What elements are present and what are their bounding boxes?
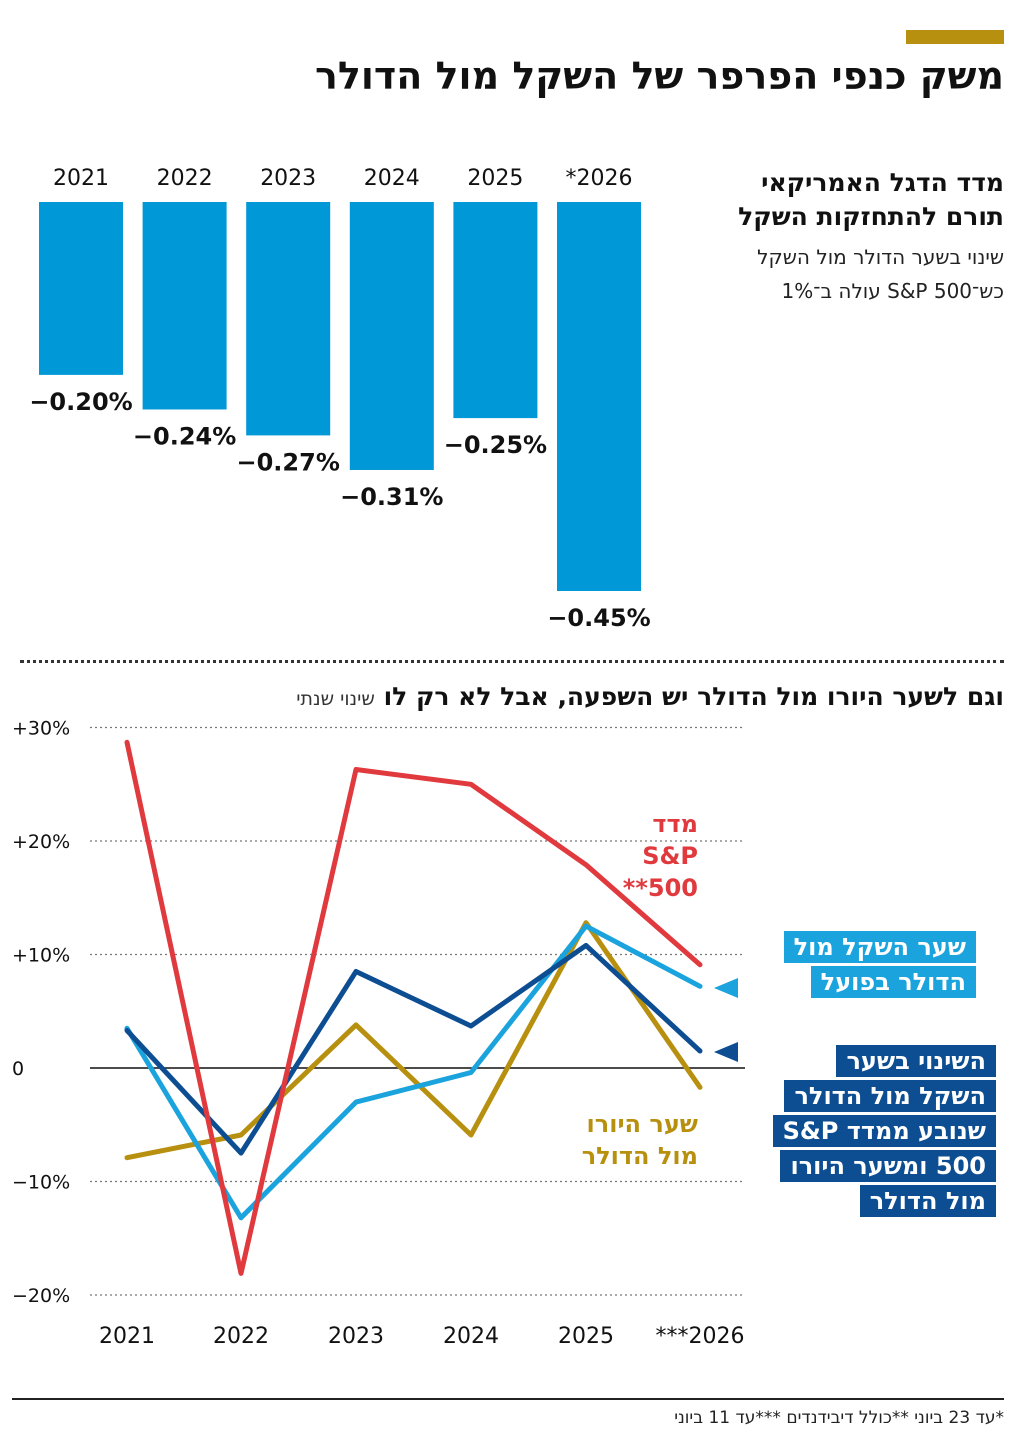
line-chart-title: וגם לשער היורו מול הדולר יש השפעה, אבל ל…: [296, 682, 1004, 711]
bar: [142, 202, 227, 410]
y-tick-label: −20%: [12, 1285, 70, 1307]
bar-chart-desc-line: כש־S&P 500 עולה ב־1%: [781, 279, 1005, 303]
bar-category-label: *2026: [566, 166, 633, 191]
bar-chart-title: מדד הדגל האמריקאי תורם להתחזקות השקל: [674, 166, 1004, 234]
sp500-label-line: מדד: [652, 810, 698, 838]
sp500-label-line: 500**: [622, 874, 698, 902]
euro-line: [124, 920, 703, 1161]
bar-value-label: −0.27%: [237, 448, 340, 476]
x-tick-label: 2022: [213, 1324, 269, 1349]
x-tick-label: 2025: [558, 1324, 614, 1349]
shekel-actual-label-box: שער השקל מול הדולר בפועל: [738, 930, 976, 1000]
bar-chart-title-line: תורם להתחזקות השקל: [738, 202, 1004, 231]
section-divider: [20, 660, 1004, 663]
shekel-actual-label-line: שער השקל מול: [738, 930, 976, 965]
bar-value-label: −0.20%: [29, 388, 132, 416]
shekel-implied-label-line: 500 ומשער היורו: [738, 1149, 996, 1184]
bar: [246, 202, 331, 436]
euro-label-line: שער היורו: [586, 1110, 698, 1138]
shekel-implied-label-line: השקל מול הדולר: [738, 1079, 996, 1114]
bar-value-label: −0.45%: [547, 604, 650, 632]
bar-category-label: 2021: [53, 166, 109, 191]
x-tick-label: 2021: [99, 1324, 155, 1349]
footer-divider: [12, 1398, 1004, 1400]
euro-label-line: מול הדולר: [581, 1142, 698, 1170]
bar: [39, 202, 123, 375]
shekel-actual-pointer: [714, 978, 738, 998]
x-tick-label: 2023: [328, 1324, 384, 1349]
bar-category-label: 2024: [364, 166, 420, 191]
bar: [557, 202, 641, 591]
accent-bar: [906, 30, 1004, 44]
shekel_implied-line: [124, 942, 703, 1156]
shekel-implied-label-box: השינוי בשער השקל מול הדולר שנובע ממדד S&…: [738, 1044, 996, 1219]
shekel-implied-label-line: מול הדולר: [738, 1184, 996, 1219]
bar-category-label: 2022: [157, 166, 213, 191]
page-title: משק כנפי הפרפר של השקל מול הדולר: [314, 54, 1004, 98]
bar-chart-title-line: מדד הדגל האמריקאי: [761, 168, 1004, 197]
sp500-series-label: מדד S&P 500**: [623, 808, 698, 904]
line-chart: +30% +20% +10% 0 −10% −20% 2021 2022 2023 2024 202…: [12, 718, 745, 1349]
bar: [349, 202, 434, 470]
bar-value-label: −0.25%: [444, 431, 547, 459]
sp500-label-line: S&P: [642, 842, 698, 870]
bar-chart: 2021 −0.20% 2022 −0.24% 2023 −0.27% 2024 −0.31%…: [29, 166, 650, 632]
y-tick-label: +20%: [12, 831, 70, 853]
footnote: *עד 23 ביוני **כולל דיבידנדים ***עד 11 ב…: [674, 1408, 1004, 1428]
bar: [453, 202, 538, 419]
bar-category-label: 2023: [260, 166, 316, 191]
shekel-implied-label-line: שנובע ממדד S&P: [738, 1114, 996, 1149]
line-chart-unit: שינוי שנתי: [296, 688, 375, 710]
x-tick-label: ***2026: [656, 1324, 745, 1349]
shekel-actual-label-line: הדולר בפועל: [738, 965, 976, 1000]
bar-value-label: −0.24%: [133, 422, 236, 450]
sp500-line: [124, 739, 703, 1276]
shekel-implied-label-line: השינוי בשער: [738, 1044, 996, 1079]
bar-chart-desc-line: שינוי בשער הדולר מול השקל: [757, 245, 1004, 269]
y-tick-label: +10%: [12, 945, 70, 967]
bar-category-label: 2025: [467, 166, 523, 191]
euro-series-label: שער היורו מול הדולר: [582, 1108, 698, 1172]
y-tick-label: +30%: [12, 718, 70, 740]
line-chart-title-text: וגם לשער היורו מול הדולר יש השפעה, אבל ל…: [383, 682, 1004, 711]
shekel-implied-pointer: [714, 1042, 738, 1062]
y-tick-label: 0: [12, 1058, 24, 1080]
x-tick-label: 2024: [443, 1324, 499, 1349]
bar-chart-description: שינוי בשער הדולר מול השקל כש־S&P 500 עול…: [674, 240, 1004, 308]
bar-value-label: −0.31%: [340, 483, 443, 511]
y-tick-label: −10%: [12, 1172, 70, 1194]
